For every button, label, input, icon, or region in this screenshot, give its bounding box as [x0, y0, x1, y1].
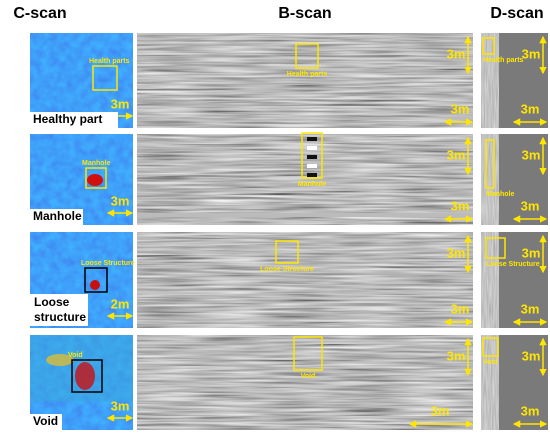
d-scale-v: 3m [522, 46, 541, 61]
b-box [275, 240, 299, 264]
c-box-label: Void [68, 352, 83, 359]
c-scan-map [30, 33, 133, 128]
d-scan [481, 335, 499, 430]
c-box [84, 267, 108, 293]
b-scan [137, 134, 473, 225]
d-scale-v: 3m [522, 348, 541, 363]
row-label-line: Loose [34, 295, 70, 309]
b-box-label: Health parts [287, 71, 328, 78]
b-box [301, 132, 323, 179]
hotspot [75, 362, 95, 390]
c-scale: 2m [111, 296, 130, 311]
c-box-label: Manhole [82, 160, 110, 167]
c-box [71, 359, 103, 393]
b-box [295, 43, 319, 69]
b-scale-v: 3m [447, 245, 466, 260]
d-box-label: Health parts [483, 57, 524, 64]
d-scan [481, 134, 499, 225]
c-scan-map [30, 134, 133, 225]
d-scan [481, 33, 499, 128]
label-bg [30, 414, 62, 430]
b-box [293, 336, 323, 371]
header: C-scan [13, 5, 66, 22]
d-box [482, 337, 499, 357]
label-bg [30, 112, 118, 128]
c-box-label: Health parts [89, 58, 130, 65]
d-scale-h: 3m [521, 403, 540, 418]
hotspot [90, 280, 100, 290]
hotspot [87, 174, 103, 186]
row-label-line: structure [34, 310, 86, 324]
row-label: Manhole [33, 209, 82, 223]
b-box-label: Loose Structure [260, 266, 314, 273]
reflection [307, 137, 317, 141]
b-scan [137, 335, 473, 430]
c-box [85, 167, 107, 189]
header: D-scan [490, 5, 543, 22]
b-scan [137, 232, 473, 328]
b-box-label: Void [301, 373, 316, 380]
row-label: Loose structure [34, 295, 86, 324]
d-box-label: Loose Structure [486, 261, 540, 268]
b-scale-v: 3m [447, 147, 466, 162]
c-scale: 3m [111, 96, 130, 111]
c-box [92, 65, 118, 91]
c-box-label: Loose Structure [81, 260, 135, 267]
d-scale-v: 3m [522, 147, 541, 162]
d-box [485, 139, 495, 189]
b-scale-h: 3m [451, 198, 470, 213]
reflection [307, 155, 317, 159]
label-bg [30, 209, 83, 225]
d-scale-h: 3m [521, 101, 540, 116]
d-box [485, 237, 506, 259]
row-label: Healthy part [33, 112, 102, 126]
reflection [307, 173, 317, 177]
reflection [307, 146, 317, 150]
b-scan [137, 33, 473, 128]
b-scale-h: 3m [451, 301, 470, 316]
d-box-label: Void [483, 359, 498, 366]
header: B-scan [278, 5, 331, 22]
c-scale: 3m [111, 193, 130, 208]
b-scale-h: 3m [451, 101, 470, 116]
c-scale: 3m [111, 398, 130, 413]
d-scale-v: 3m [522, 245, 541, 260]
d-scale-h: 3m [521, 301, 540, 316]
d-scale-h: 3m [521, 198, 540, 213]
row-label: Void [33, 414, 58, 428]
b-scale-v: 3m [447, 46, 466, 61]
d-box-label: Manhole [486, 191, 514, 198]
reflection [307, 164, 317, 168]
surface-line [137, 213, 473, 217]
hotspot [46, 354, 74, 366]
label-bg [30, 294, 88, 326]
b-box-label: Manhole [298, 181, 326, 188]
b-scale-v: 3m [447, 348, 466, 363]
d-scan [481, 232, 499, 328]
d-box [482, 37, 495, 55]
b-scale-h: 3m [431, 403, 450, 418]
